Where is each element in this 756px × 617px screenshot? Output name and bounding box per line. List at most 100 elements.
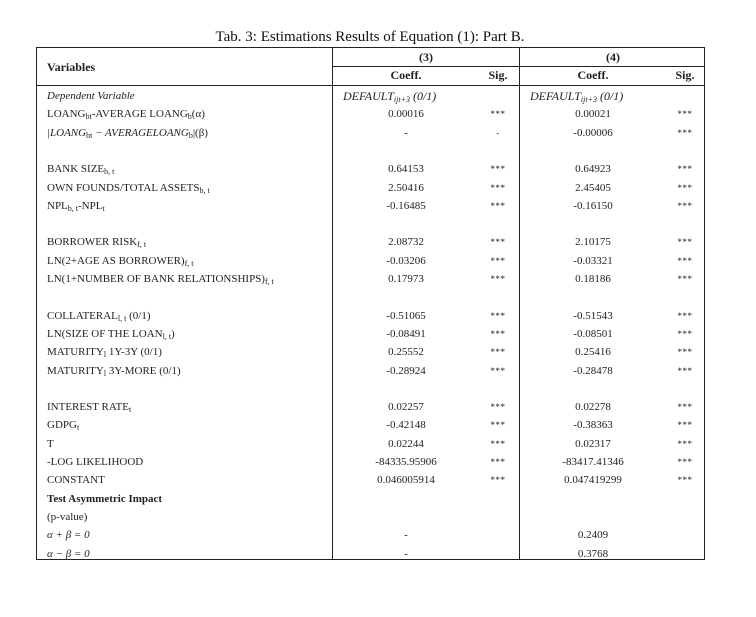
label-subscript: l, t [162, 331, 172, 341]
coeff-model-4: 0.18186 [575, 273, 611, 285]
sig-model-3: *** [490, 420, 506, 431]
coeff-model-3: -0.16485 [386, 199, 426, 212]
label-text: |LOANG [47, 126, 87, 139]
coeff-model-4: 0.64923 [575, 163, 611, 176]
dependent-variable-part: (0/1) [409, 89, 437, 103]
coeff-model-4: -0.08501 [573, 327, 613, 340]
label-subscript: f, t [137, 240, 147, 250]
coeff-model-4: 2.45405 [575, 181, 611, 194]
label-subscript: b [188, 130, 193, 140]
row-label: LN(2+AGE AS BORROWER)f, t [47, 254, 193, 268]
label-text: α − β = 0 [47, 547, 90, 560]
coeff-model-4: -0.51543 [573, 309, 613, 322]
coeff-model-3: 0.02257 [388, 401, 424, 414]
label-subscript: l [103, 368, 107, 378]
coeff-model-3: 0.25552 [388, 346, 424, 359]
label-subscript: b, t [67, 203, 79, 213]
row-label: Test Asymmetric Impact [47, 492, 162, 506]
coeff-model-4: -0.03321 [573, 254, 613, 267]
label-text: NPL [47, 199, 68, 212]
sig-model-4: *** [677, 200, 693, 211]
label-subscript: b, t [199, 185, 210, 195]
coeff-model-3: 0.00016 [388, 108, 424, 121]
coeff-model-4: -0.00006 [573, 126, 613, 139]
coeff-model-3: 0.64153 [388, 163, 424, 176]
row-label: (p-value) [47, 510, 87, 524]
label-text: OWN FOUNDS/TOTAL ASSETS [47, 181, 200, 194]
coeff-model-4: -0.28478 [573, 364, 613, 377]
sig-model-3: *** [490, 402, 506, 413]
table-caption: Tab. 3: Estimations Results of Equation … [215, 29, 525, 45]
row-label: LN(SIZE OF THE LOANl, t) [47, 327, 175, 341]
sig-model-4: *** [677, 420, 693, 431]
label-subscript: f, t [264, 277, 274, 286]
row-label: MATURITYl 3Y-MORE (0/1) [47, 364, 181, 378]
sig-model-3: *** [490, 200, 506, 211]
dependent-variable-part: (0/1) [596, 89, 624, 103]
sig-model-3: *** [490, 164, 506, 175]
sig-model-4: *** [677, 164, 693, 175]
label-text: LN(1+NUMBER OF BANK RELATIONSHIPS) [47, 273, 265, 285]
header-sig-3: Sig. [488, 68, 508, 82]
header-coeff-3: Coeff. [390, 68, 422, 82]
sig-model-3: *** [490, 365, 506, 376]
row-label: COLLATERALl, t (0/1) [47, 309, 150, 323]
label-subscript: bt [85, 112, 92, 122]
label-subscript: b [187, 112, 192, 122]
label-text: − AVERAGELOANG [92, 126, 189, 139]
label-subscript: t [102, 203, 105, 213]
label-text: -LOG LIKELIHOOD [47, 456, 144, 468]
header-rule [332, 66, 704, 67]
label-text: LN(SIZE OF THE LOAN [47, 327, 163, 340]
sig-model-3: *** [490, 182, 506, 193]
sig-model-4: *** [677, 109, 693, 120]
row-label: GDPGt [47, 418, 79, 432]
row-label: OWN FOUNDS/TOTAL ASSETSb, t [47, 181, 210, 195]
coeff-model-4: 0.02278 [575, 401, 611, 414]
sig-model-4: *** [677, 347, 693, 358]
sig-model-3: *** [490, 457, 506, 467]
row-label: |LOANGbt − AVERAGELOANGb|(β) [47, 126, 208, 140]
label-subscript: t [76, 423, 80, 433]
label-text: INTEREST RATE [47, 401, 129, 414]
sig-model-3: *** [490, 310, 506, 321]
row-label: CONSTANT [47, 473, 105, 487]
row-label: NPLb, t-NPLt [47, 199, 105, 213]
sig-model-4: *** [677, 127, 693, 138]
sig-model-3: - [496, 127, 500, 138]
label-text: 1Y-3Y (0/1) [106, 346, 162, 359]
coeff-model-4: 0.2409 [577, 529, 609, 542]
coeff-model-3: - [404, 529, 408, 542]
label-subscript: l, t [117, 313, 127, 323]
coeff-model-3: - [404, 547, 408, 560]
label-subscript: bt [86, 130, 93, 140]
dependent-variable: DEFAULTijt+3 (0/1) [343, 89, 437, 104]
row-label: MATURITYl 1Y-3Y (0/1) [47, 345, 162, 359]
label-text: LOANG [47, 108, 86, 121]
sig-model-4: *** [677, 310, 693, 321]
sig-model-4: *** [677, 365, 693, 376]
label-subscript: l [103, 350, 107, 360]
sig-model-3: *** [490, 347, 506, 358]
label-text: ) [171, 327, 175, 340]
label-text: BORROWER RISK [47, 236, 138, 249]
coeff-model-3: 0.046005914 [377, 474, 435, 487]
label-text: 3Y-MORE (0/1) [106, 364, 181, 377]
label-text: (p-value) [47, 510, 88, 523]
label-text: GDPG [47, 419, 77, 432]
sig-model-3: *** [490, 438, 506, 449]
label-text: COLLATERAL [47, 309, 118, 322]
row-label: -LOG LIKELIHOOD [47, 455, 143, 469]
row-label: LOANGbt-AVERAGE LOANGb(α) [47, 107, 205, 121]
label-text: Dependent Variable [47, 90, 135, 102]
dependent-variable-part: ijt+3 [393, 95, 410, 104]
row-label: Dependent Variable [47, 89, 135, 103]
row-label: α − β = 0 [47, 547, 90, 561]
label-subscript: t [129, 405, 132, 415]
coeff-model-3: -0.42148 [386, 419, 426, 432]
label-text: |(β) [192, 126, 208, 139]
coeff-model-3: -0.08491 [386, 327, 426, 340]
coeff-model-4: 2.10175 [575, 236, 611, 249]
sig-model-3: *** [490, 109, 506, 120]
header-rule [37, 85, 704, 86]
